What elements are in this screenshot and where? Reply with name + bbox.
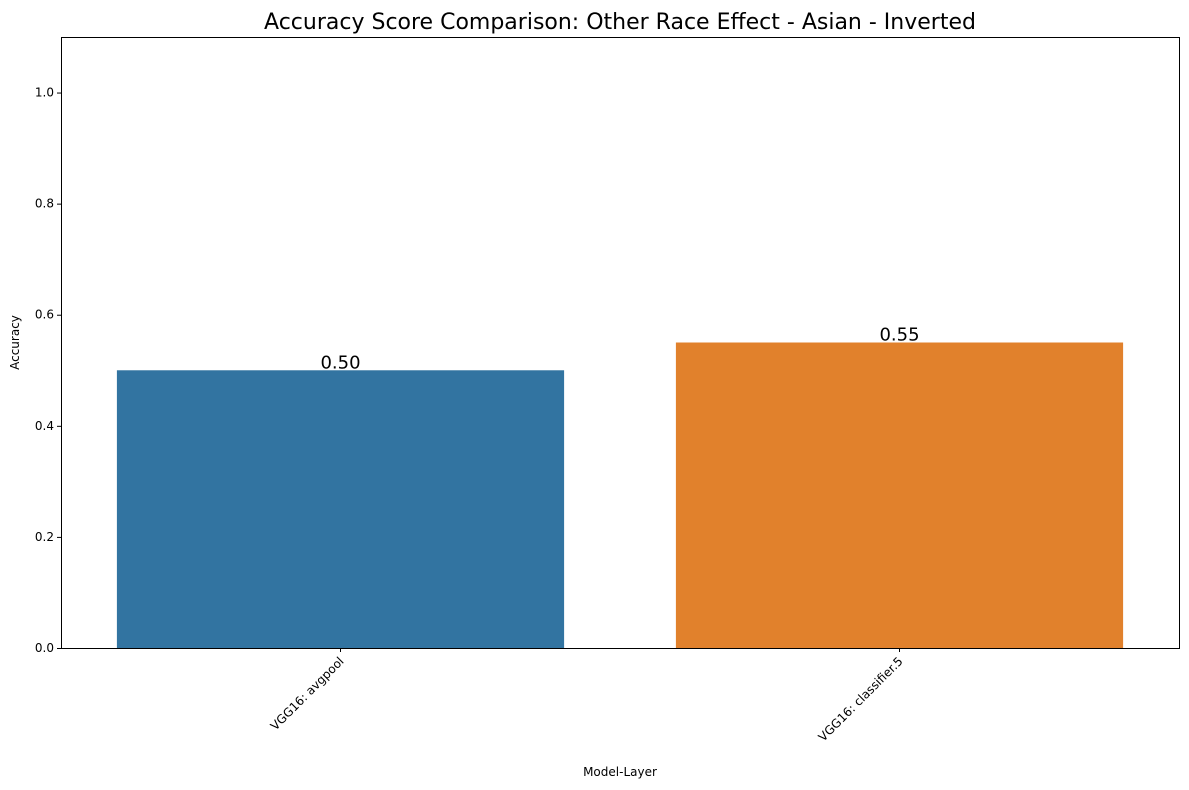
y-tick-label-0: 0.0	[35, 641, 54, 655]
x-axis-ticks: VGG16: avgpool VGG16: classifier.5	[268, 648, 906, 744]
bar-1	[675, 342, 1124, 648]
y-tick-label-4: 0.8	[35, 197, 54, 211]
y-tick-label-3: 0.6	[35, 308, 54, 322]
bars	[116, 342, 1124, 648]
data-label-1: 0.55	[879, 325, 919, 346]
data-labels: 0.50 0.55	[320, 325, 919, 374]
x-tick-label-0: VGG16: avgpool	[268, 654, 347, 733]
x-tick-label-1: VGG16: classifier.5	[816, 654, 906, 744]
bar-0	[116, 370, 565, 648]
y-tick-label-2: 0.4	[35, 419, 54, 433]
chart-title: Accuracy Score Comparison: Other Race Ef…	[264, 10, 976, 35]
plot-area: 0.50 0.55 0.0 0.2 0.4 0.6 0.8 1.0 VGG16: avgpo…	[35, 37, 1180, 744]
x-axis-label: Model-Layer	[583, 765, 657, 779]
y-axis-ticks: 0.0 0.2 0.4 0.6 0.8 1.0	[35, 86, 61, 655]
y-tick-label-1: 0.2	[35, 530, 54, 544]
plot-frame	[61, 37, 1180, 649]
y-axis-label: Accuracy	[8, 315, 22, 370]
data-label-0: 0.50	[320, 352, 360, 373]
y-tick-label-5: 1.0	[35, 86, 54, 100]
